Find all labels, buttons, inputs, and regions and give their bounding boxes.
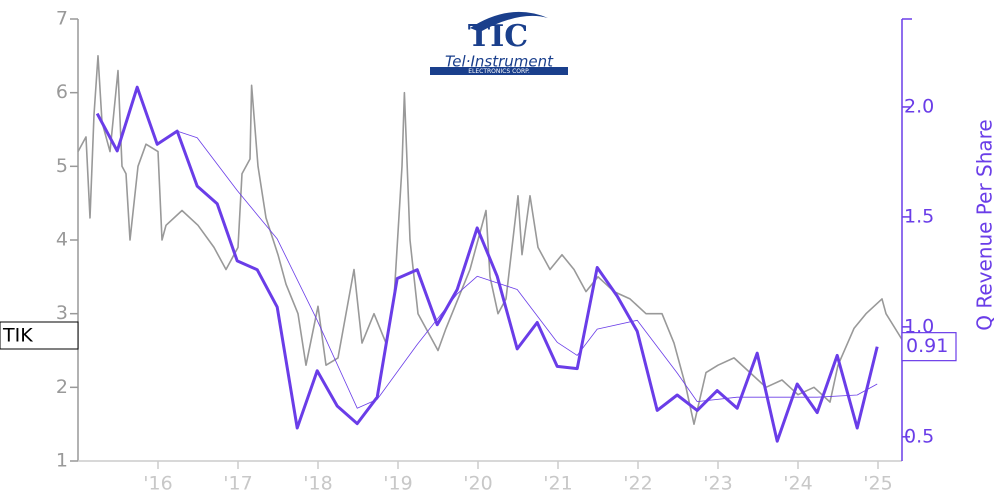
x-tick-label: '16 bbox=[143, 473, 172, 495]
y2-tick-label: 2.0 bbox=[904, 95, 934, 117]
logo-tagline: ELECTRONICS CORP. bbox=[468, 68, 530, 75]
y-tick-label: 5 bbox=[56, 155, 68, 177]
y-tick-label: 3 bbox=[56, 302, 68, 324]
right-marker-box bbox=[901, 332, 957, 362]
logo-name: Tel·Instrument bbox=[445, 53, 554, 71]
x-tick-label: '18 bbox=[303, 473, 332, 495]
x-tick-label: '25 bbox=[863, 473, 892, 495]
x-tick-label: '22 bbox=[623, 473, 652, 495]
series-line bbox=[95, 85, 879, 443]
y-tick-label: 1 bbox=[56, 450, 68, 472]
x-tick-label: '21 bbox=[543, 473, 572, 495]
left-marker: TIK bbox=[2, 325, 33, 347]
y-tick-label: 6 bbox=[56, 81, 68, 103]
left-marker-box bbox=[0, 321, 79, 350]
logo: TIC Tel·Instrument ELECTRONICS CORP. bbox=[430, 11, 568, 75]
y2-tick-label: 1.5 bbox=[904, 205, 934, 227]
y2-axis-label: Q Revenue Per Share bbox=[973, 119, 997, 331]
x-tick-label: '19 bbox=[383, 473, 412, 495]
logo-band bbox=[430, 67, 568, 75]
y-tick-label: 7 bbox=[56, 8, 68, 30]
y-tick-label: 2 bbox=[56, 376, 68, 398]
x-tick-label: '24 bbox=[783, 473, 812, 495]
y-tick-label: 4 bbox=[56, 229, 68, 251]
x-tick-label: '17 bbox=[223, 473, 252, 495]
series-line bbox=[77, 55, 903, 425]
right-marker: 0.91 bbox=[906, 335, 948, 357]
series-line bbox=[177, 130, 878, 409]
logo-swoosh bbox=[470, 11, 548, 32]
logo-mark: TIC bbox=[468, 19, 528, 54]
x-tick-label: '20 bbox=[463, 473, 492, 495]
x-tick-label: '23 bbox=[703, 473, 732, 495]
y2-tick-label: 0.5 bbox=[904, 425, 934, 447]
y2-tick-label: 1.0 bbox=[904, 315, 934, 337]
